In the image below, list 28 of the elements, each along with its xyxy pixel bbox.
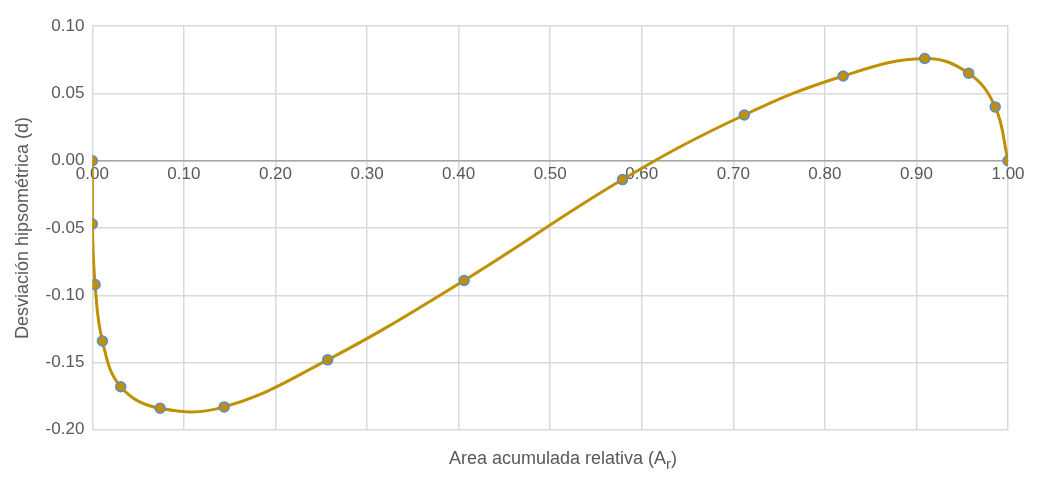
y-tick-label: -0.05 xyxy=(45,217,85,237)
x-tick-label: 0.80 xyxy=(808,163,842,183)
point xyxy=(321,354,334,366)
x-tick-label: 0.20 xyxy=(258,163,293,183)
point xyxy=(837,70,849,82)
point xyxy=(458,274,470,287)
point xyxy=(738,109,751,121)
y-axis-title: Desviación hipsométrica (d) xyxy=(11,116,32,340)
x-tick-label: 0.10 xyxy=(167,163,201,183)
point xyxy=(918,52,931,65)
point xyxy=(114,381,127,393)
x-tick-label: 0.40 xyxy=(442,163,476,183)
y-tick-label: -0.20 xyxy=(45,419,85,439)
x-tick-label: 1.00 xyxy=(991,163,1025,183)
point xyxy=(154,402,166,415)
point xyxy=(989,101,1001,113)
y-tick-label: 0.10 xyxy=(51,15,85,35)
y-tick-label: -0.10 xyxy=(45,284,85,304)
point xyxy=(962,67,975,80)
x-axis-title: Area acumulada relativa (A$_{r}$) xyxy=(447,448,679,472)
x-tick-label: 0.30 xyxy=(350,163,384,183)
point xyxy=(218,401,230,413)
point xyxy=(96,335,109,347)
y-tick-label: -0.15 xyxy=(45,352,85,372)
x-tick-label: 0.90 xyxy=(899,163,933,183)
y-tick-label: 0.05 xyxy=(51,83,85,103)
x-tick-label: 0.70 xyxy=(716,163,750,183)
x-tick-label: 0.50 xyxy=(533,163,567,183)
